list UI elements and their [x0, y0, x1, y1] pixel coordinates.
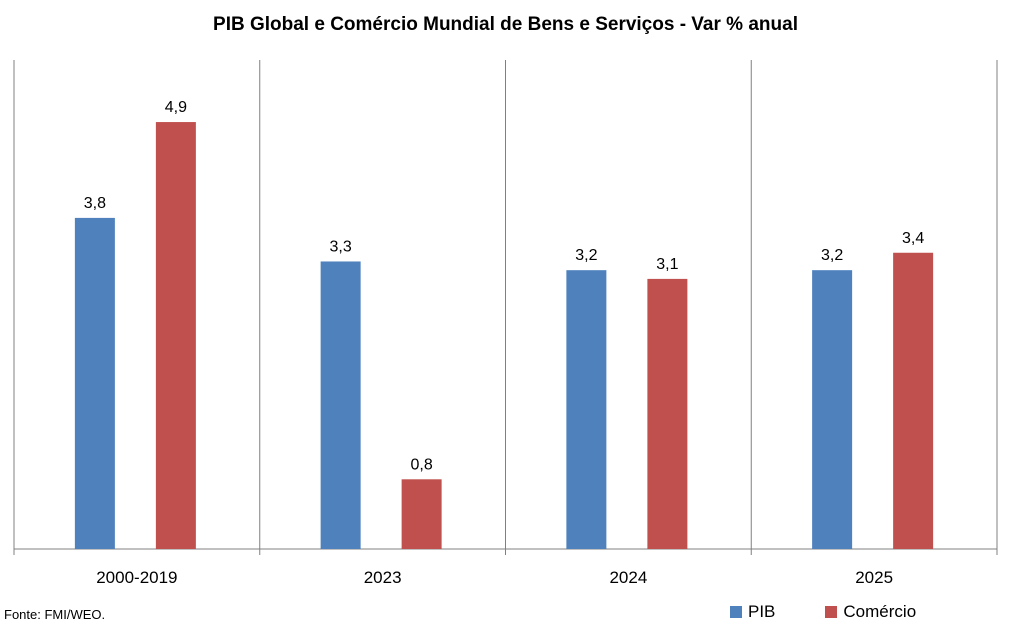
legend-swatch-comercio [825, 606, 838, 618]
x-tick-label: 2025 [855, 568, 893, 587]
bar-comercio [155, 122, 196, 550]
bar-pib [74, 217, 115, 550]
data-label: 3,1 [656, 256, 678, 273]
legend-label-comercio: Comércio [843, 602, 917, 621]
bar-comercio [893, 252, 934, 549]
data-label: 0,8 [411, 456, 433, 473]
legend-item-comercio: Comércio [825, 602, 916, 622]
bar-chart: 2000-2019 3,8 4,9 2023 3,3 0,8 2024 3,2 3,1 2025 3… [13, 60, 998, 587]
x-tick-label: 2023 [364, 568, 402, 587]
data-label: 3,4 [902, 230, 924, 247]
bar-pib [566, 270, 607, 549]
bar-comercio [401, 479, 442, 549]
legend-item-pib: PIB [730, 602, 775, 622]
chart-title: PIB Global e Comércio Mundial de Bens e … [213, 14, 798, 35]
data-label: 4,9 [165, 99, 187, 116]
bar-comercio [647, 278, 688, 549]
data-label: 3,2 [821, 247, 843, 264]
x-tick-label: 2000-2019 [96, 568, 177, 587]
data-label: 3,8 [84, 195, 106, 212]
data-label: 3,2 [575, 247, 597, 264]
bar-pib [812, 270, 853, 549]
data-label: 3,3 [330, 238, 352, 255]
legend: PIB Comércio [730, 602, 916, 622]
source-note: Fonte: FMI/WEO. [4, 607, 106, 622]
legend-label-pib: PIB [748, 602, 776, 621]
legend-swatch-pib [730, 606, 742, 618]
x-tick-label: 2024 [609, 568, 647, 587]
bar-pib [320, 261, 361, 549]
